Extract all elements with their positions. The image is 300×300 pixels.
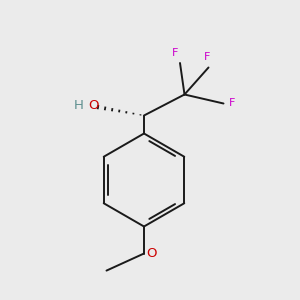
Text: F: F	[229, 98, 235, 109]
Text: O: O	[146, 247, 156, 260]
Text: H: H	[74, 99, 84, 112]
Text: O: O	[88, 99, 98, 112]
Text: F: F	[172, 48, 179, 58]
Text: F: F	[204, 52, 210, 62]
